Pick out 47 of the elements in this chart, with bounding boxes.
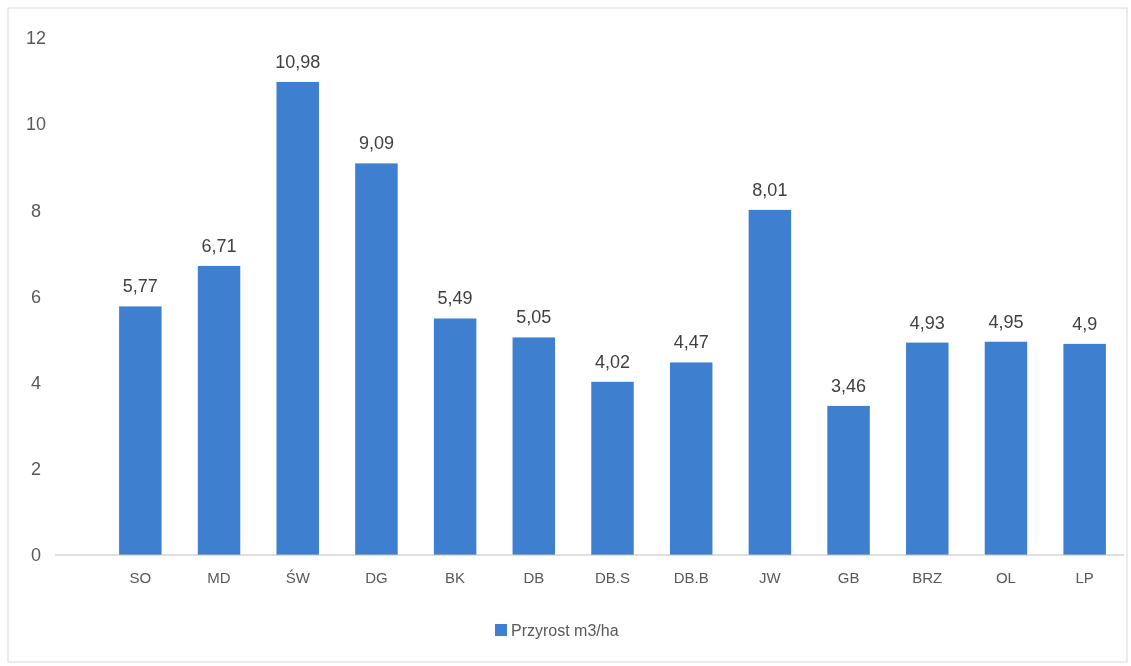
bar <box>669 362 713 555</box>
x-tick-label: DB <box>523 569 545 586</box>
bar <box>1063 343 1106 555</box>
x-tick-label: MD <box>207 569 231 586</box>
text: 4,93 <box>909 312 945 333</box>
bar <box>433 318 477 555</box>
bar <box>197 265 241 555</box>
bar <box>119 306 162 555</box>
y-tick-label: 0 <box>30 545 42 566</box>
text: 4,47 <box>673 332 709 353</box>
x-tick-label: LP <box>1075 569 1094 586</box>
text: 4,9 <box>1072 313 1098 334</box>
bar <box>748 209 792 555</box>
bar <box>512 337 556 555</box>
text: 3,46 <box>831 375 867 396</box>
y-tick-label: 2 <box>30 459 42 480</box>
y-tick-label: 10 <box>25 114 47 135</box>
bar <box>827 405 870 555</box>
legend-label: Przyrost m3/ha <box>511 621 619 639</box>
x-tick-label: JW <box>759 569 782 586</box>
y-tick-label: 8 <box>30 200 42 221</box>
x-tick-label: DB.B <box>673 569 709 586</box>
y-tick-label: 12 <box>25 28 47 49</box>
bar <box>276 81 319 555</box>
x-tick-label: ŚW <box>285 569 311 586</box>
bar <box>906 342 949 555</box>
text: 6,71 <box>201 235 237 256</box>
x-tick-label: DG <box>365 569 388 586</box>
text: 4,95 <box>988 311 1024 332</box>
text: 5,05 <box>516 307 552 328</box>
text: 8,01 <box>752 179 788 200</box>
x-tick-label: BRZ <box>912 569 943 586</box>
y-tick-label: 6 <box>30 286 42 307</box>
x-tick-label: OL <box>995 569 1016 586</box>
text: 5,49 <box>437 288 473 309</box>
bar <box>984 341 1028 555</box>
x-tick-label: DB.S <box>594 569 631 586</box>
bar <box>591 381 634 555</box>
y-tick-label: 4 <box>30 372 42 393</box>
text: 5,77 <box>122 276 158 297</box>
text: 4,02 <box>594 351 631 372</box>
x-tick-label: GB <box>837 569 860 586</box>
text: 9,09 <box>358 133 394 154</box>
x-tick-label: BK <box>445 569 466 586</box>
x-tick-label: SO <box>129 569 152 586</box>
text: 10,98 <box>275 51 321 72</box>
bar <box>355 163 398 555</box>
